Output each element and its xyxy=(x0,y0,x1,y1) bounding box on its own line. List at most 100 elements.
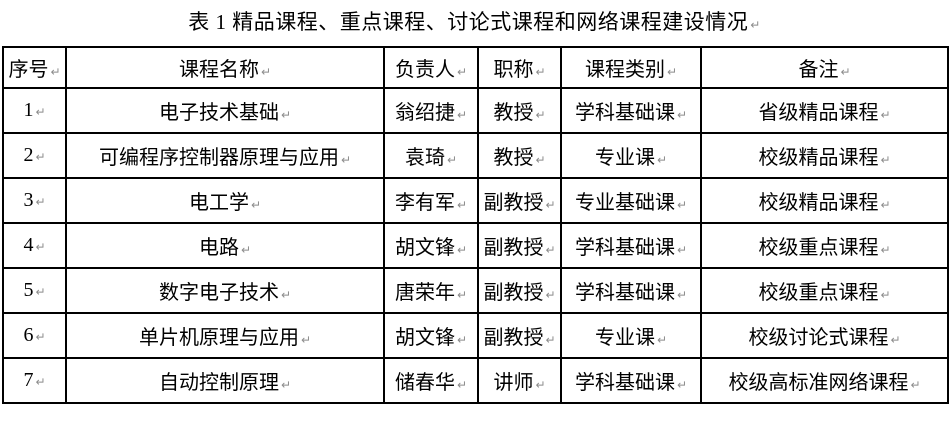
cell-index: 6 ↵ xyxy=(2,312,67,359)
paragraph-mark: ↵ xyxy=(880,198,891,212)
cell-remark: 校级精品课程 ↵ xyxy=(700,132,949,179)
paragraph-mark: ↵ xyxy=(456,378,468,392)
cell-category: 学科基础课 ↵ xyxy=(560,222,702,269)
paragraph-mark: ↵ xyxy=(676,108,688,122)
cell-leader: 胡文锋 ↵ xyxy=(383,312,479,359)
table-row: 5 ↵ 数字电子技术 ↵ 唐荣年 ↵ 副教授 ↵ 学科基础课 ↵ 校级重点课程 ↵ xyxy=(2,267,949,314)
cell-index: 7 ↵ xyxy=(2,357,67,404)
cell-category: 专业课 ↵ xyxy=(560,312,702,359)
cell-course-name: 单片机原理与应用 ↵ xyxy=(65,312,385,359)
table-body: 1 ↵ 电子技术基础 ↵ 翁绍捷 ↵ 教授 ↵ 学科基础课 ↵ 省级精品课程 ↵ 2 ↵ 可编… xyxy=(2,87,949,404)
paragraph-mark: ↵ xyxy=(545,198,556,212)
cell-index: 1 ↵ xyxy=(2,87,67,134)
paragraph-mark: ↵ xyxy=(545,288,556,302)
cell-remark: 省级精品课程 ↵ xyxy=(700,87,949,134)
paragraph-mark: ↵ xyxy=(676,243,688,257)
cell-index: 3 ↵ xyxy=(2,177,67,224)
paragraph-mark: ↵ xyxy=(676,378,688,392)
cell-course-name: 电工学 ↵ xyxy=(65,177,385,224)
paragraph-mark: ↵ xyxy=(240,243,252,257)
paragraph-mark: ↵ xyxy=(280,288,292,302)
cell-course-name: 可编程序控制器原理与应用 ↵ xyxy=(65,132,385,179)
cell-category: 专业基础课 ↵ xyxy=(560,177,702,224)
paragraph-mark: ↵ xyxy=(456,108,468,122)
paragraph-mark: ↵ xyxy=(280,108,292,122)
cell-remark: 校级精品课程 ↵ xyxy=(700,177,949,224)
paragraph-mark: ↵ xyxy=(880,288,891,302)
cell-index: 4 ↵ xyxy=(2,222,67,269)
cell-job-title: 副教授 ↵ xyxy=(477,312,562,359)
paragraph-mark: ↵ xyxy=(35,285,46,299)
cell-remark: 校级讨论式课程 ↵ xyxy=(700,312,949,359)
page-title-text: 表 1 精品课程、重点课程、讨论式课程和网络课程建设情况 xyxy=(188,10,749,34)
paragraph-mark: ↵ xyxy=(250,198,262,212)
paragraph-mark: ↵ xyxy=(446,153,458,167)
paragraph-mark: ↵ xyxy=(545,243,556,257)
cell-index: 5 ↵ xyxy=(2,267,67,314)
cell-leader: 储春华 ↵ xyxy=(383,357,479,404)
cell-category: 专业课 ↵ xyxy=(560,132,702,179)
cell-category: 学科基础课 ↵ xyxy=(560,267,702,314)
header-cell-index: 序号 ↵ xyxy=(2,46,67,89)
cell-index: 2 ↵ xyxy=(2,132,67,179)
paragraph-mark: ↵ xyxy=(340,153,352,167)
table-row: 7 ↵ 自动控制原理 ↵ 储春华 ↵ 讲师 ↵ 学科基础课 ↵ 校级高标准网络课程 ↵ xyxy=(2,357,949,404)
paragraph-mark: ↵ xyxy=(750,18,761,32)
paragraph-mark: ↵ xyxy=(35,240,46,254)
header-row: 序号 ↵ 课程名称 ↵ 负责人 ↵ 职称 ↵ 课程类别 ↵ 备注 ↵ xyxy=(2,46,949,89)
cell-remark: 校级高标准网络课程 ↵ xyxy=(700,357,949,404)
paragraph-mark: ↵ xyxy=(545,333,556,347)
cell-remark: 校级重点课程 ↵ xyxy=(700,267,949,314)
header-cell-course-name: 课程名称 ↵ xyxy=(65,46,385,89)
header-cell-remark: 备注 ↵ xyxy=(700,46,949,89)
paragraph-mark: ↵ xyxy=(656,153,668,167)
cell-category: 学科基础课 ↵ xyxy=(560,87,702,134)
paragraph-mark: ↵ xyxy=(676,288,688,302)
cell-leader: 袁琦 ↵ xyxy=(383,132,479,179)
paragraph-mark: ↵ xyxy=(35,150,46,164)
paragraph-mark: ↵ xyxy=(35,375,46,389)
table-row: 1 ↵ 电子技术基础 ↵ 翁绍捷 ↵ 教授 ↵ 学科基础课 ↵ 省级精品课程 ↵ xyxy=(2,87,949,134)
table-row: 2 ↵ 可编程序控制器原理与应用 ↵ 袁琦 ↵ 教授 ↵ 专业课 ↵ 校级精品课程 ↵ xyxy=(2,132,949,179)
paragraph-mark: ↵ xyxy=(456,333,468,347)
paragraph-mark: ↵ xyxy=(35,330,46,344)
paragraph-mark: ↵ xyxy=(910,378,921,392)
paragraph-mark: ↵ xyxy=(535,108,546,122)
paragraph-mark: ↵ xyxy=(280,378,292,392)
cell-remark: 校级重点课程 ↵ xyxy=(700,222,949,269)
table-row: 4 ↵ 电路 ↵ 胡文锋 ↵ 副教授 ↵ 学科基础课 ↵ 校级重点课程 ↵ xyxy=(2,222,949,269)
paragraph-mark: ↵ xyxy=(535,378,546,392)
courses-table: 序号 ↵ 课程名称 ↵ 负责人 ↵ 职称 ↵ 课程类别 ↵ 备注 ↵ 1 ↵ 电子技术基础 ↵ … xyxy=(2,46,949,404)
paragraph-mark: ↵ xyxy=(456,243,468,257)
paragraph-mark: ↵ xyxy=(35,195,46,209)
header-cell-job-title: 职称 ↵ xyxy=(477,46,562,89)
table-header: 序号 ↵ 课程名称 ↵ 负责人 ↵ 职称 ↵ 课程类别 ↵ 备注 ↵ xyxy=(2,46,949,89)
cell-course-name: 电路 ↵ xyxy=(65,222,385,269)
paragraph-mark: ↵ xyxy=(840,65,851,79)
cell-category: 学科基础课 ↵ xyxy=(560,357,702,404)
cell-job-title: 副教授 ↵ xyxy=(477,267,562,314)
paragraph-mark: ↵ xyxy=(656,333,668,347)
paragraph-mark: ↵ xyxy=(35,105,46,119)
header-cell-leader: 负责人 ↵ xyxy=(383,46,479,89)
paragraph-mark: ↵ xyxy=(666,65,678,79)
table-row: 3 ↵ 电工学 ↵ 李有军 ↵ 副教授 ↵ 专业基础课 ↵ 校级精品课程 ↵ xyxy=(2,177,949,224)
cell-job-title: 教授 ↵ xyxy=(477,132,562,179)
paragraph-mark: ↵ xyxy=(535,65,546,79)
cell-job-title: 副教授 ↵ xyxy=(477,222,562,269)
paragraph-mark: ↵ xyxy=(260,65,272,79)
paragraph-mark: ↵ xyxy=(456,198,468,212)
cell-job-title: 教授 ↵ xyxy=(477,87,562,134)
paragraph-mark: ↵ xyxy=(456,65,468,79)
paragraph-mark: ↵ xyxy=(880,243,891,257)
paragraph-mark: ↵ xyxy=(456,288,468,302)
cell-leader: 翁绍捷 ↵ xyxy=(383,87,479,134)
cell-job-title: 讲师 ↵ xyxy=(477,357,562,404)
cell-leader: 唐荣年 ↵ xyxy=(383,267,479,314)
header-cell-category: 课程类别 ↵ xyxy=(560,46,702,89)
cell-leader: 胡文锋 ↵ xyxy=(383,222,479,269)
cell-course-name: 自动控制原理 ↵ xyxy=(65,357,385,404)
cell-course-name: 电子技术基础 ↵ xyxy=(65,87,385,134)
paragraph-mark: ↵ xyxy=(300,333,312,347)
cell-course-name: 数字电子技术 ↵ xyxy=(65,267,385,314)
